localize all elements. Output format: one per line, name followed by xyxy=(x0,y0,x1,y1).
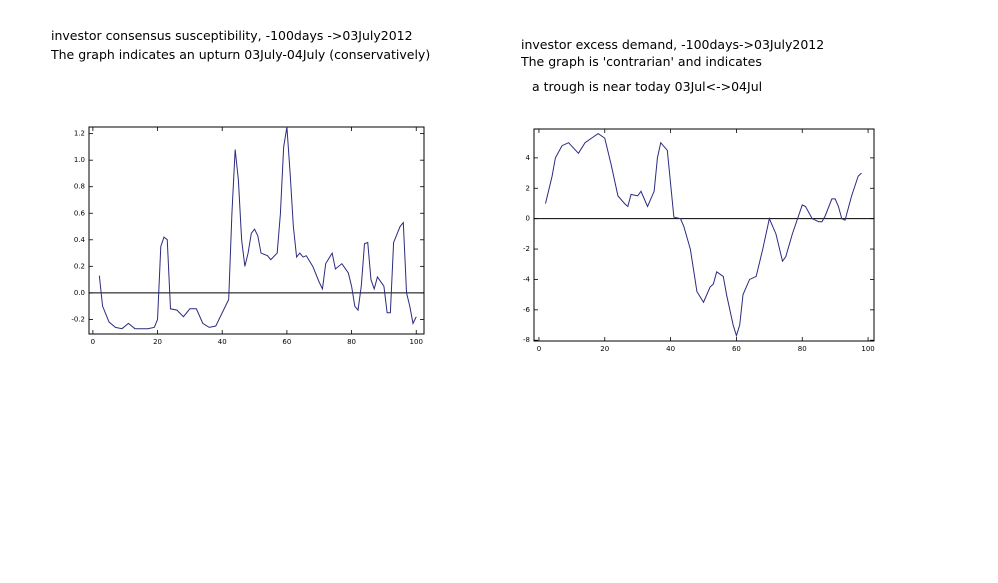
y-tick-label: 1.2 xyxy=(74,130,85,138)
x-tick-label: 0 xyxy=(537,345,541,353)
y-tick-label: 0.0 xyxy=(74,289,85,297)
y-tick-label: 4 xyxy=(526,154,531,162)
x-tick-label: 20 xyxy=(600,345,609,353)
x-tick-label: 100 xyxy=(410,338,423,346)
x-tick-label: 0 xyxy=(91,338,95,346)
y-tick-label: -2 xyxy=(523,245,530,253)
y-tick-label: 1.0 xyxy=(74,156,85,164)
chart-title: investor consensus susceptibility, -100d… xyxy=(51,28,413,43)
y-tick-label: -6 xyxy=(523,306,531,314)
x-tick-label: 100 xyxy=(861,345,874,353)
x-tick-label: 20 xyxy=(153,338,162,346)
annotation: a trough is near today 03Jul<->04Jul xyxy=(532,79,762,94)
x-tick-label: 80 xyxy=(347,338,356,346)
plot-frame xyxy=(533,128,875,342)
chart-subtitle: The graph indicates an upturn 03July-04J… xyxy=(50,47,430,62)
x-tick-label: 60 xyxy=(732,345,741,353)
y-tick-label: 0.4 xyxy=(74,236,86,244)
y-tick-label: 0.8 xyxy=(74,183,85,191)
y-tick-label: 2 xyxy=(526,184,530,192)
y-tick-label: 0.6 xyxy=(74,209,86,217)
data-line xyxy=(545,132,862,338)
y-tick-label: -0.2 xyxy=(71,315,85,323)
chart-subtitle: The graph is 'contrarian' and indicates xyxy=(520,54,762,69)
plot-frame xyxy=(88,126,425,335)
chart-title: investor excess demand, -100days->03July… xyxy=(521,37,824,52)
y-tick-label: 0 xyxy=(526,215,530,223)
y-tick-label: 0.2 xyxy=(74,262,85,270)
x-tick-label: 40 xyxy=(666,345,675,353)
y-tick-label: -8 xyxy=(523,336,530,344)
x-tick-label: 80 xyxy=(798,345,807,353)
x-tick-label: 60 xyxy=(282,338,291,346)
y-tick-label: -4 xyxy=(523,275,531,283)
x-tick-label: 40 xyxy=(218,338,227,346)
data-line xyxy=(98,126,417,330)
